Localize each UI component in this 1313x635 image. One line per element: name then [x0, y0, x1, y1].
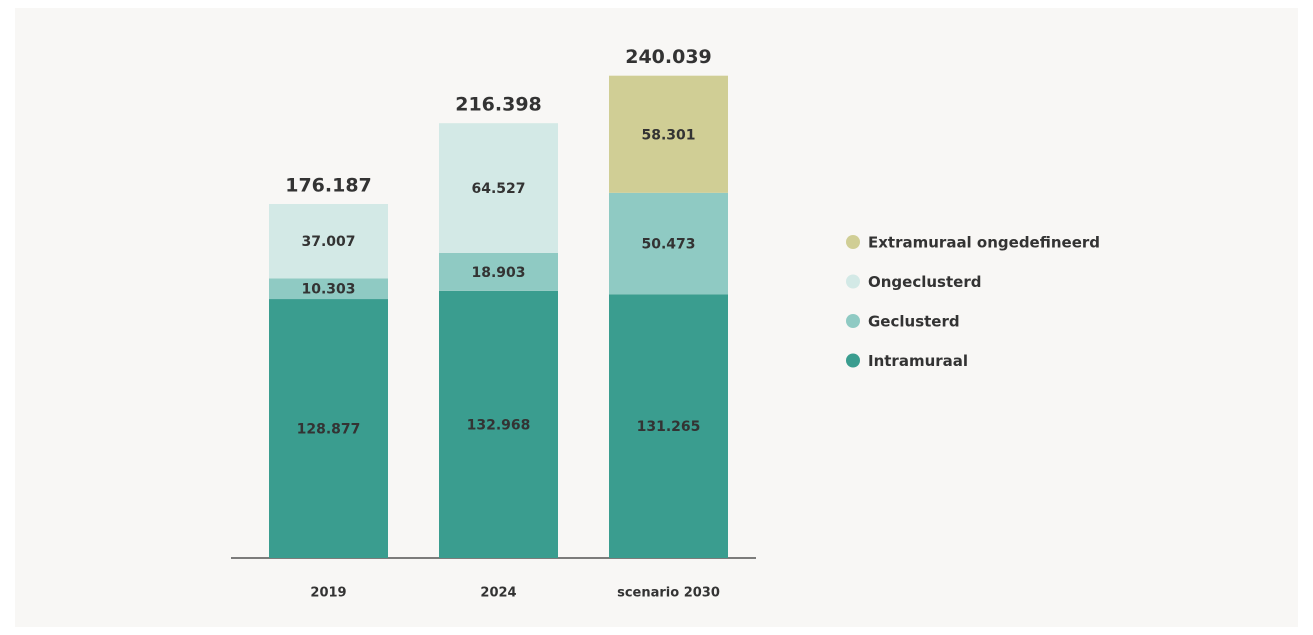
bar-segment: [439, 123, 558, 253]
x-tick-label: scenario 2030: [617, 586, 720, 601]
bar-segment: [269, 203, 388, 279]
bar-segment: [439, 252, 558, 291]
segment-label: 58.301: [641, 127, 695, 143]
bar-segment: [269, 278, 388, 300]
segment-label: 18.903: [471, 265, 525, 281]
legend-label: Intramuraal: [868, 352, 968, 370]
bar-segment: [609, 294, 728, 558]
segment-label: 37.007: [301, 234, 355, 250]
segment-label: 50.473: [641, 237, 695, 253]
legend-marker: [846, 235, 860, 249]
x-tick-label: 2019: [310, 586, 346, 601]
segment-label: 132.968: [467, 417, 531, 433]
legend-label: Ongeclusterd: [868, 273, 981, 291]
segment-label: 128.877: [297, 422, 361, 438]
total-label: 240.039: [625, 46, 712, 68]
bar-segment: [609, 192, 728, 295]
segment-label: 131.265: [637, 419, 701, 435]
legend-marker: [846, 353, 860, 368]
x-tick-label: 2024: [480, 586, 516, 601]
bar-segment: [269, 299, 388, 558]
segment-label: 64.527: [471, 181, 525, 197]
bar-segment: [439, 290, 558, 558]
total-label: 216.398: [455, 94, 542, 116]
legend-marker: [846, 314, 860, 328]
legend-label: Extramuraal ongedefineerd: [868, 234, 1100, 252]
bar-segment: [609, 75, 728, 193]
legend-label: Geclusterd: [868, 313, 960, 331]
legend-marker: [846, 274, 860, 289]
segment-label: 10.303: [301, 282, 355, 298]
total-label: 176.187: [285, 174, 372, 196]
